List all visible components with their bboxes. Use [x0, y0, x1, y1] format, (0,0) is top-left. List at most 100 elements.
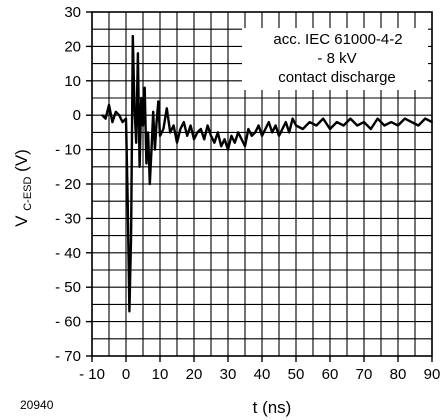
data-point	[137, 52, 139, 55]
data-point	[150, 148, 153, 151]
data-point	[247, 128, 250, 130]
data-point	[206, 124, 209, 127]
data-point	[157, 100, 160, 103]
data-point	[349, 117, 352, 120]
data-point	[220, 145, 223, 148]
data-point	[322, 117, 325, 120]
data-point	[301, 128, 304, 130]
data-point	[126, 200, 129, 203]
data-point	[315, 124, 318, 127]
data-point	[138, 165, 141, 168]
data-point	[410, 121, 413, 123]
data-point	[147, 131, 150, 134]
data-point	[271, 131, 274, 134]
data-point	[196, 131, 199, 134]
y-tick-label: 20	[64, 38, 81, 55]
x-tick-label: 90	[424, 366, 441, 383]
data-point	[159, 134, 161, 137]
data-point	[278, 134, 280, 137]
data-point	[397, 124, 399, 127]
data-point	[244, 145, 246, 148]
data-point	[148, 183, 151, 185]
tick-labels: - 10 0 10 20 30 40 50 60 70 80 90 30 20 10 0 - 10 - 20 - …	[55, 4, 440, 383]
y-tick-label: - 30	[55, 210, 81, 227]
data-point	[108, 104, 110, 106]
y-tick-label: 0	[73, 107, 81, 124]
data-point	[152, 110, 155, 113]
x-tick-label: 50	[288, 366, 305, 383]
data-point	[165, 107, 168, 110]
y-axis-label-unit: (V)	[12, 149, 31, 172]
data-point	[199, 128, 202, 130]
data-point	[216, 131, 219, 134]
data-point	[383, 124, 386, 127]
data-point	[363, 121, 365, 123]
data-point	[213, 141, 216, 144]
y-tick-label: 10	[64, 73, 81, 90]
data-point	[143, 86, 146, 89]
data-point	[240, 138, 243, 141]
data-point	[186, 134, 189, 137]
y-tick-label: - 20	[55, 176, 81, 193]
data-point	[424, 117, 427, 120]
data-point	[257, 124, 260, 127]
data-point	[403, 117, 406, 120]
data-point	[291, 117, 294, 120]
data-point	[223, 138, 226, 141]
y-axis-label: V C-ESD (V)	[12, 149, 35, 227]
data-point	[111, 121, 114, 123]
x-tick-label: 60	[322, 366, 339, 383]
data-point	[329, 128, 331, 130]
data-point	[390, 121, 393, 123]
y-tick-label: - 10	[55, 142, 81, 159]
data-point	[342, 124, 345, 127]
annotation-line-2: - 8 kV	[317, 50, 356, 67]
y-tick-label: - 50	[55, 279, 81, 296]
data-point	[267, 121, 270, 123]
data-point	[254, 131, 257, 134]
data-point	[233, 141, 236, 144]
data-point	[135, 141, 138, 144]
x-tick-label: 70	[356, 366, 373, 383]
data-point	[142, 124, 144, 127]
ticks	[86, 11, 433, 362]
data-point	[237, 131, 240, 134]
data-point	[203, 138, 206, 141]
data-point	[169, 131, 172, 134]
data-point	[125, 117, 127, 120]
data-point	[250, 134, 253, 137]
data-point	[176, 141, 178, 144]
data-point	[376, 117, 379, 120]
data-point	[288, 131, 291, 134]
x-axis-label: t (ns)	[253, 398, 292, 417]
data-point	[114, 110, 117, 113]
data-point	[356, 124, 359, 127]
y-axis-label-subscript: C-ESD	[22, 177, 34, 211]
y-tick-label: - 60	[55, 314, 81, 331]
x-tick-label: - 10	[79, 366, 105, 383]
figure-id: 20940	[20, 398, 54, 412]
data-point	[162, 128, 165, 130]
data-point	[101, 114, 104, 117]
data-point	[172, 124, 175, 127]
data-point	[182, 121, 185, 123]
data-point	[284, 121, 287, 123]
data-point	[154, 148, 156, 151]
data-point	[121, 121, 124, 123]
data-point	[130, 234, 133, 237]
data-point	[261, 134, 263, 137]
data-point	[210, 134, 212, 137]
x-tick-label: 30	[220, 366, 237, 383]
x-tick-label: 10	[152, 366, 169, 383]
data-point	[369, 128, 372, 130]
data-point	[131, 35, 134, 37]
data-point	[230, 134, 233, 137]
data-point	[274, 124, 277, 127]
x-tick-label: 80	[390, 366, 407, 383]
annotation-line-3: contact discharge	[278, 69, 396, 86]
x-tick-label: 20	[186, 366, 203, 383]
data-point	[133, 107, 136, 110]
y-tick-label: 30	[64, 4, 81, 21]
data-point	[281, 128, 284, 130]
